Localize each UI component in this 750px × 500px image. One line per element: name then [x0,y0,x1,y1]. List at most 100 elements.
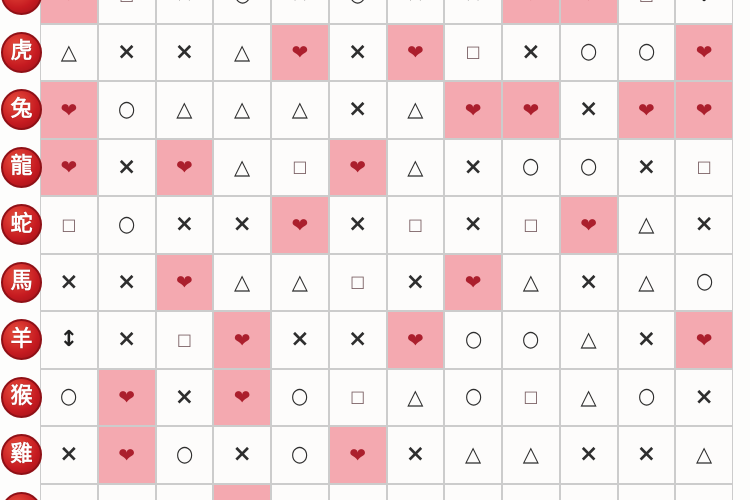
cell-r3-c4: △ [213,138,271,196]
cell-r1-c3: × [155,23,214,81]
cell-r5-c11: △ [617,253,676,311]
cross-symbol: × [636,326,657,353]
cross-symbol: × [290,0,309,6]
row-badge-蛇: 蛇 [1,204,42,246]
cell-r6-c6: × [328,311,387,369]
heart-symbol: ❤ [291,212,309,237]
cross-symbol: × [578,441,599,468]
cell-r1-c2: × [97,23,156,81]
circle-symbol: ○ [349,0,366,6]
circle-symbol: ○ [637,39,656,65]
cell-r6-c11: × [617,311,676,369]
circle-symbol: ○ [291,384,309,410]
square-symbol: □ [119,0,134,3]
cell-r3-c7: △ [386,138,445,196]
cross-symbol: × [463,153,483,180]
cell-r9-c2 [97,483,156,500]
cross-symbol: × [521,38,541,65]
cell-r8-c8: △ [444,426,502,484]
triangle-symbol: △ [60,39,77,64]
cell-r2-c1: ❤ [40,81,98,139]
cell-r4-c12: × [675,196,733,254]
cell-r4-c1: □ [40,196,98,254]
cell-r1-c6: × [328,23,387,81]
heart-symbol: ❤ [118,442,135,467]
square-symbol: □ [465,42,481,62]
cell-r7-c11: ○ [617,368,676,426]
square-symbol: □ [350,272,366,292]
square-symbol: □ [61,214,77,234]
cell-r0-c12: ↕ [675,0,733,24]
cross-symbol: × [174,383,195,410]
circle-symbol: ○ [637,384,656,410]
heart-symbol: ❤ [233,385,251,410]
cell-r1-c5: ❤ [271,23,329,81]
cross-symbol: × [116,268,137,295]
cell-r0-c4: ○ [213,0,271,24]
cross-symbol: × [463,211,483,238]
cell-r0-c1: ❤ [40,0,98,24]
cell-r0-c10: ❤ [559,0,618,24]
triangle-symbol: △ [580,384,597,409]
cell-r7-c5: ○ [271,368,329,426]
square-symbol: □ [639,0,654,3]
cell-r4-c8: × [444,196,502,254]
cell-r1-c11: ○ [617,23,676,81]
heart-symbol: ❤ [233,327,251,352]
heart-symbol: ❤ [637,97,655,122]
cell-r9-c6 [328,483,387,500]
circle-symbol: ○ [579,154,598,180]
cell-r5-c1: × [40,253,98,311]
circle-symbol: ○ [464,326,482,352]
cross-symbol: × [174,38,195,65]
cell-r8-c4: × [213,426,271,484]
cell-r2-c7: △ [386,81,445,139]
square-symbol: □ [523,387,539,407]
cross-symbol: × [347,211,368,238]
cell-r1-c9: × [502,23,560,81]
heart-symbol: ❤ [175,270,193,295]
heart-symbol: ❤ [695,327,713,352]
triangle-symbol: △ [407,97,424,122]
cell-r4-c2: ○ [97,196,156,254]
cell-r2-c9: ❤ [502,81,560,139]
cell-r3-c3: ❤ [155,138,214,196]
circle-symbol: ○ [60,384,78,410]
cross-symbol: × [636,153,657,180]
cell-r8-c5: ○ [271,426,329,484]
cell-r5-c12: ○ [675,253,733,311]
cell-r9-c3 [155,483,214,500]
cell-r4-c4: × [213,196,271,254]
heart-symbol: ❤ [406,327,424,352]
cell-r8-c12: △ [675,426,733,484]
cell-r7-c10: △ [559,368,618,426]
cell-r4-c10: ❤ [559,196,618,254]
circle-symbol: ○ [233,0,250,6]
triangle-symbol: △ [522,269,539,294]
cell-r3-c1: ❤ [40,138,98,196]
cell-r9-c10 [559,483,618,500]
heart-symbol: ❤ [60,97,78,122]
circle-symbol: ○ [175,441,194,467]
cell-r1-c1: △ [40,23,98,81]
square-symbol: □ [292,157,308,177]
triangle-symbol: △ [176,97,193,122]
cell-r8-c6: ❤ [328,426,387,484]
cell-r8-c9: △ [502,426,560,484]
row-badge-馬: 馬 [1,261,42,303]
cell-r3-c5: □ [271,138,329,196]
triangle-symbol: △ [465,442,482,467]
cell-r5-c6: □ [328,253,387,311]
cell-r5-c9: △ [502,253,560,311]
cross-symbol: × [578,268,599,295]
cell-r5-c3: ❤ [155,253,214,311]
cell-r8-c3: ○ [155,426,214,484]
cell-r3-c9: ○ [502,138,560,196]
cell-r6-c12: ❤ [675,311,733,369]
cross-symbol: × [463,0,482,6]
row-badge-虎: 虎 [1,31,42,73]
heart-symbol: ❤ [464,97,482,122]
triangle-symbol: △ [234,269,251,294]
cell-r2-c11: ❤ [617,81,676,139]
row-label-column: 虎兔龍蛇馬羊猴雞 [0,0,42,500]
